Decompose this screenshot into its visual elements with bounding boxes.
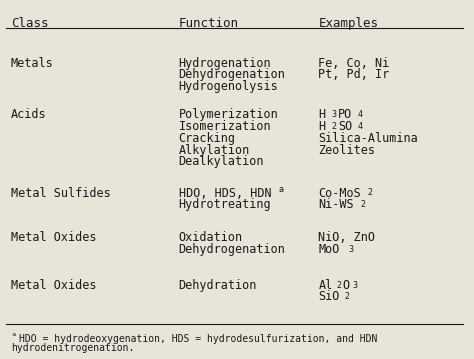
Text: 2: 2 bbox=[367, 188, 373, 197]
Text: 3: 3 bbox=[331, 110, 337, 119]
Text: 3: 3 bbox=[353, 281, 357, 290]
Text: hydrodenitrogenation.: hydrodenitrogenation. bbox=[11, 343, 134, 353]
Text: Oxidation: Oxidation bbox=[179, 231, 243, 244]
Text: 3: 3 bbox=[348, 245, 353, 254]
Text: Cracking: Cracking bbox=[179, 132, 236, 145]
Text: 2: 2 bbox=[336, 281, 341, 290]
Text: 4: 4 bbox=[357, 122, 362, 131]
Text: HDO = hydrodeoxygenation, HDS = hydrodesulfurization, and HDN: HDO = hydrodeoxygenation, HDS = hydrodes… bbox=[19, 334, 377, 344]
Text: NiO, ZnO: NiO, ZnO bbox=[319, 231, 375, 244]
Text: 2: 2 bbox=[360, 200, 365, 209]
Text: Dehydration: Dehydration bbox=[179, 279, 257, 292]
Text: Isomerization: Isomerization bbox=[179, 120, 271, 133]
Text: Dehydrogenation: Dehydrogenation bbox=[179, 68, 285, 81]
Text: a: a bbox=[279, 185, 284, 194]
Text: Metal Sulfides: Metal Sulfides bbox=[11, 187, 110, 200]
Text: Ni-WS: Ni-WS bbox=[319, 199, 354, 211]
Text: Acids: Acids bbox=[11, 108, 46, 121]
Text: Metals: Metals bbox=[11, 57, 54, 70]
Text: ᵃ: ᵃ bbox=[11, 332, 17, 342]
Text: Fe, Co, Ni: Fe, Co, Ni bbox=[319, 57, 390, 70]
Text: Dealkylation: Dealkylation bbox=[179, 155, 264, 168]
Text: Dehydrogenation: Dehydrogenation bbox=[179, 243, 285, 256]
Text: Metal Oxides: Metal Oxides bbox=[11, 231, 96, 244]
Text: SO: SO bbox=[338, 120, 352, 133]
Text: Examples: Examples bbox=[319, 18, 378, 31]
Text: Hydrotreating: Hydrotreating bbox=[179, 199, 271, 211]
Text: Polymerization: Polymerization bbox=[179, 108, 278, 121]
Text: Function: Function bbox=[179, 18, 238, 31]
Text: 2: 2 bbox=[331, 122, 337, 131]
Text: Hydrogenolysis: Hydrogenolysis bbox=[179, 80, 278, 93]
Text: H: H bbox=[319, 108, 326, 121]
Text: HDO, HDS, HDN: HDO, HDS, HDN bbox=[179, 187, 271, 200]
Text: 2: 2 bbox=[344, 292, 349, 301]
Text: Metal Oxides: Metal Oxides bbox=[11, 279, 96, 292]
Text: Pt, Pd, Ir: Pt, Pd, Ir bbox=[319, 68, 390, 81]
Text: Silica-Alumina: Silica-Alumina bbox=[319, 132, 418, 145]
Text: H: H bbox=[319, 120, 326, 133]
Text: PO: PO bbox=[338, 108, 352, 121]
Text: Class: Class bbox=[11, 18, 48, 31]
Text: Al: Al bbox=[319, 279, 333, 292]
Text: Co-MoS: Co-MoS bbox=[319, 187, 361, 200]
Text: Alkylation: Alkylation bbox=[179, 144, 250, 157]
Text: MoO: MoO bbox=[319, 243, 340, 256]
Text: 4: 4 bbox=[357, 110, 362, 119]
Text: O: O bbox=[343, 279, 350, 292]
Text: Hydrogenation: Hydrogenation bbox=[179, 57, 271, 70]
Text: Zeolites: Zeolites bbox=[319, 144, 375, 157]
Text: SiO: SiO bbox=[319, 290, 340, 303]
